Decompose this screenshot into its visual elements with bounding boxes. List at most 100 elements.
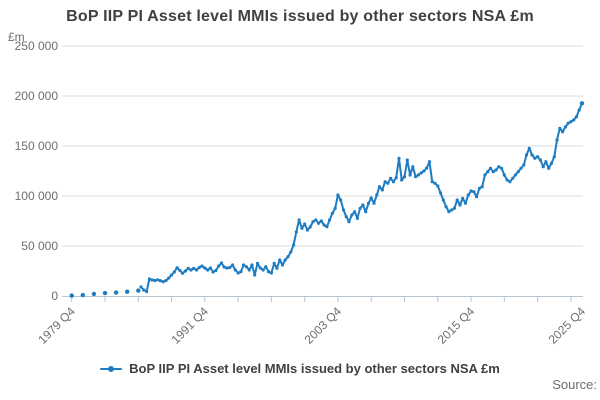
data-point-marker <box>156 278 160 282</box>
data-point-marker <box>80 292 86 298</box>
data-point-marker <box>447 210 451 214</box>
data-point-marker <box>579 101 585 106</box>
data-point-marker <box>377 185 382 189</box>
data-point-marker <box>439 191 443 195</box>
x-tick-label: 2025 Q4 <box>546 304 589 347</box>
data-point-marker <box>283 258 287 262</box>
data-point-marker <box>353 210 357 214</box>
data-point-marker <box>450 208 454 212</box>
data-point-marker <box>91 291 97 297</box>
data-point-marker <box>416 173 420 177</box>
legend-line-marker-icon <box>100 365 123 372</box>
data-point-marker <box>491 170 495 174</box>
data-point-marker <box>183 269 187 273</box>
data-point-marker <box>461 196 465 200</box>
data-point-marker <box>372 201 376 205</box>
data-point-marker <box>574 115 579 119</box>
data-point-marker <box>436 184 440 188</box>
data-point-marker <box>463 201 468 205</box>
legend-item[interactable]: BoP IIP PI Asset level MMIs issued by ot… <box>100 361 500 376</box>
data-point-marker <box>502 173 506 177</box>
data-point-marker <box>563 125 568 129</box>
y-tick-label: 200 000 <box>15 89 59 103</box>
data-point-marker <box>391 180 395 184</box>
data-point-marker <box>549 161 554 165</box>
legend: BoP IIP PI Asset level MMIs issued by ot… <box>0 361 600 376</box>
data-point-marker <box>139 285 143 289</box>
data-point-marker <box>425 166 429 170</box>
data-point-marker <box>466 193 470 197</box>
data-point-marker <box>233 268 237 272</box>
data-point-marker <box>113 290 119 295</box>
y-tick-label: 250 000 <box>15 39 59 53</box>
data-point-marker <box>316 221 321 225</box>
data-point-marker <box>455 198 459 202</box>
data-point-marker <box>508 180 512 184</box>
data-point-marker <box>422 169 426 173</box>
data-point-marker <box>452 206 456 210</box>
data-point-marker <box>477 186 481 190</box>
data-point-marker <box>441 198 445 202</box>
data-point-marker <box>217 264 221 268</box>
data-point-marker <box>239 270 243 274</box>
data-point-marker <box>280 263 285 267</box>
series-line <box>140 102 583 293</box>
data-point-marker <box>145 289 149 294</box>
data-point-marker <box>264 265 268 269</box>
data-point-marker <box>516 170 520 174</box>
chart-title: BoP IIP PI Asset level MMIs issued by ot… <box>66 8 534 25</box>
data-point-marker <box>347 220 351 224</box>
data-point-marker <box>169 273 174 277</box>
data-point-marker <box>341 208 346 212</box>
data-point-marker <box>125 289 130 294</box>
data-point-marker <box>469 189 473 193</box>
data-point-marker <box>408 173 412 177</box>
data-point-marker <box>286 255 290 259</box>
data-point-marker <box>164 278 168 283</box>
x-tick-label: 1979 Q4 <box>35 304 78 347</box>
data-point-marker <box>136 288 141 293</box>
data-point-marker <box>405 158 409 162</box>
data-point-marker <box>167 276 171 280</box>
data-point-marker <box>247 268 251 272</box>
data-point-marker <box>505 178 509 182</box>
data-point-marker <box>552 155 556 159</box>
data-point-marker <box>267 270 271 274</box>
data-point-marker <box>344 215 348 219</box>
data-point-marker <box>319 219 323 223</box>
data-point-marker <box>197 265 201 270</box>
data-point-marker <box>214 268 218 273</box>
data-point-marker <box>527 146 531 150</box>
data-point-marker <box>314 218 318 222</box>
data-point-marker <box>294 230 298 234</box>
data-point-marker <box>219 261 224 265</box>
y-tick-label: 100 000 <box>15 189 59 203</box>
data-point-marker <box>394 176 398 180</box>
data-point-marker <box>250 263 254 267</box>
data-point-marker <box>305 228 309 232</box>
data-point-marker <box>330 211 334 215</box>
y-tick-label: 150 000 <box>15 139 59 153</box>
data-point-marker <box>513 173 518 177</box>
y-axis-unit-label: £m <box>8 30 25 44</box>
data-point-marker <box>486 170 490 174</box>
data-point-marker <box>333 206 337 210</box>
data-point-marker <box>544 160 548 164</box>
data-point-marker <box>427 160 432 164</box>
data-point-marker <box>200 264 204 268</box>
data-point-marker <box>189 268 193 272</box>
data-point-marker <box>253 273 257 277</box>
data-point-marker <box>361 203 365 207</box>
data-point-marker <box>522 163 526 167</box>
data-point-marker <box>231 263 235 267</box>
data-point-marker <box>272 261 276 265</box>
data-point-marker <box>178 268 182 273</box>
data-point-marker <box>228 265 232 270</box>
data-point-marker <box>206 268 210 272</box>
data-point-marker <box>483 173 487 177</box>
data-point-marker <box>339 198 343 202</box>
data-point-marker <box>530 153 534 157</box>
data-point-marker <box>275 266 279 270</box>
data-point-marker <box>153 278 157 283</box>
data-point-marker <box>561 130 565 134</box>
